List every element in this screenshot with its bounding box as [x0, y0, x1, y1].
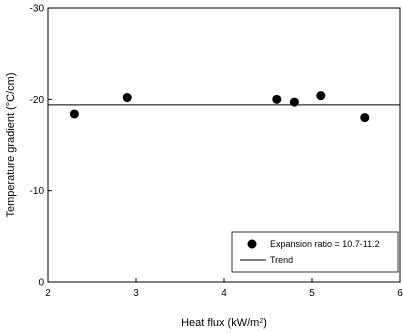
legend-box — [231, 231, 399, 273]
series-layer — [48, 91, 400, 123]
y-axis-ticks: 0 -10 -20 -30 — [30, 4, 52, 289]
x-axis-title-sup: 2 — [259, 318, 263, 325]
legend-marker-points — [247, 239, 257, 249]
y-tick-label: 0 — [38, 278, 44, 289]
data-point — [316, 91, 326, 101]
x-axis-title-suffix: ) — [263, 317, 267, 329]
x-tick-label: 6 — [397, 288, 403, 299]
x-axis-ticks: 2 3 4 5 6 — [45, 278, 403, 299]
x-tick-label: 5 — [309, 288, 315, 299]
y-tick-label: -30 — [30, 4, 45, 15]
legend-label-points: Expansion ratio = 10.7-11.2 — [270, 239, 380, 249]
x-tick-label: 2 — [45, 288, 51, 299]
x-tick-label: 4 — [221, 288, 227, 299]
y-axis-title: Temperature gradient (°C/cm) — [5, 72, 17, 217]
x-axis-title: Heat flux (kW/m2) — [181, 317, 267, 329]
x-tick-label: 3 — [133, 288, 139, 299]
legend: Expansion ratio = 10.7-11.2 Trend — [231, 231, 399, 273]
data-point — [122, 93, 132, 103]
data-point — [272, 94, 282, 104]
x-axis-title-main: Heat flux (kW/m — [181, 317, 259, 329]
legend-label-trend: Trend — [270, 255, 293, 265]
y-tick-label: -10 — [30, 186, 45, 197]
y-tick-label: -20 — [30, 95, 45, 106]
data-point — [360, 113, 370, 123]
data-point — [69, 109, 79, 119]
